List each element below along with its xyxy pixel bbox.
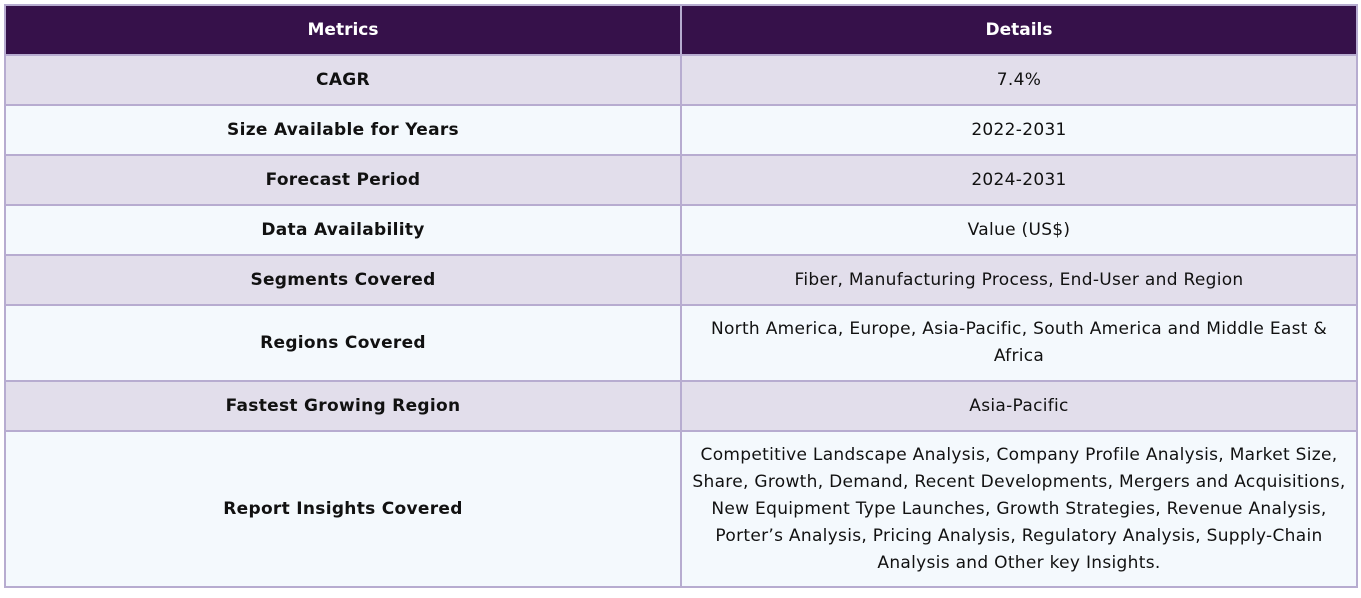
metric-cell: Fastest Growing Region: [4, 380, 682, 432]
metric-cell: Report Insights Covered: [4, 430, 682, 588]
metric-cell: Data Availability: [4, 204, 682, 256]
metric-cell: Forecast Period: [4, 154, 682, 206]
details-cell: Competitive Landscape Analysis, Company …: [680, 430, 1358, 588]
header-details: Details: [680, 4, 1358, 56]
table-row: Segments Covered Fiber, Manufacturing Pr…: [4, 254, 1358, 306]
details-cell: Fiber, Manufacturing Process, End-User a…: [680, 254, 1358, 306]
metric-cell: CAGR: [4, 54, 682, 106]
metrics-table: Metrics Details CAGR 7.4% Size Available…: [4, 4, 1358, 588]
header-metrics: Metrics: [4, 4, 682, 56]
table-header-row: Metrics Details: [4, 4, 1358, 56]
details-cell: Asia-Pacific: [680, 380, 1358, 432]
metric-cell: Size Available for Years: [4, 104, 682, 156]
table-row: CAGR 7.4%: [4, 54, 1358, 106]
details-cell: North America, Europe, Asia-Pacific, Sou…: [680, 304, 1358, 382]
table-row: Forecast Period 2024-2031: [4, 154, 1358, 206]
details-cell: 2024-2031: [680, 154, 1358, 206]
table-row: Fastest Growing Region Asia-Pacific: [4, 380, 1358, 432]
details-cell: 7.4%: [680, 54, 1358, 106]
details-cell: Value (US$): [680, 204, 1358, 256]
metric-cell: Segments Covered: [4, 254, 682, 306]
table-row: Data Availability Value (US$): [4, 204, 1358, 256]
table-row: Regions Covered North America, Europe, A…: [4, 304, 1358, 382]
details-cell: 2022-2031: [680, 104, 1358, 156]
metric-cell: Regions Covered: [4, 304, 682, 382]
table-row: Report Insights Covered Competitive Land…: [4, 430, 1358, 588]
table-row: Size Available for Years 2022-2031: [4, 104, 1358, 156]
